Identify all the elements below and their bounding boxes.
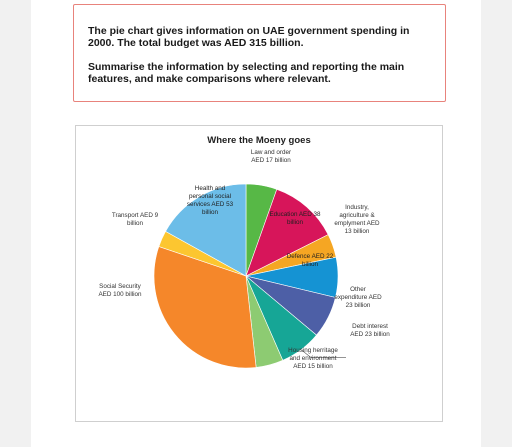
task-description: The pie chart gives information on UAE g… [88,25,410,49]
data-label-social-security: Social Security AED 100 billion [98,283,142,298]
task-prompt-box: The pie chart gives information on UAE g… [73,4,446,102]
data-label-education: Education AED 38 billion [269,211,321,226]
pie-slice-social-security [153,246,257,369]
data-label-debt-interest: Debt interest AED 23 billion [350,323,390,338]
data-label-defence: Defence AED 22 billion [287,253,334,268]
task-instruction: Summarise the information by selecting a… [88,61,405,85]
leader-line-debt-interest [300,349,346,358]
data-label-law-and-order: Law and order AED 17 billion [251,149,291,164]
pie-slice-health-and-personal-social-services [165,183,247,277]
data-label-other-expenditure: Other expenditure AED 23 billion [334,286,382,309]
data-label-housing-herritage-and-environment: Housing herritage and environment AED 15 b… [288,347,338,370]
data-label-transport: Transport AED 9 billion [112,212,159,227]
chart-title: Where the Moeny goes [207,135,311,146]
data-label-industry-agriculture-emplyment: Industry, agriculture & emplyment AED 13 bi… [334,204,380,235]
pie-chart: Law and order AED 17 billion Education AED… [98,149,390,370]
data-label-health-and-personal-social-services: Health and personal social services AED 53… [187,185,234,216]
chart-frame: Where the Moeny goes Law and order AED 17… [75,125,443,422]
pie-slice-education [245,188,329,277]
